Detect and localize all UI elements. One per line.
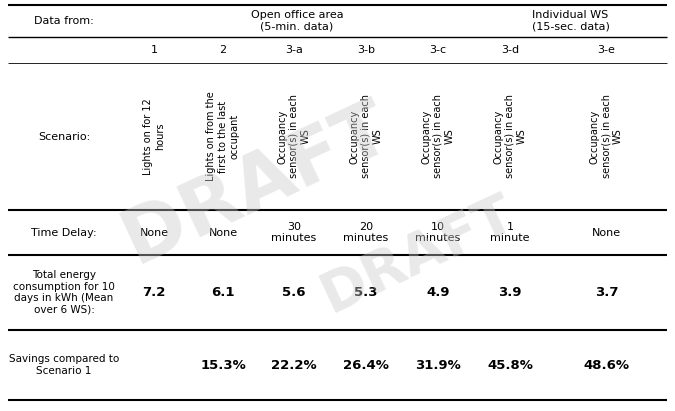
Text: Individual WS
(15-sec. data): Individual WS (15-sec. data) (532, 10, 610, 32)
Text: 1
minute: 1 minute (490, 222, 530, 243)
Text: None: None (209, 228, 238, 238)
Text: Occupancy
sensor(s) in each
WS: Occupancy sensor(s) in each WS (277, 95, 311, 178)
Text: Lights on from the
first to the last
occupant: Lights on from the first to the last occ… (207, 92, 240, 181)
Text: 3-c: 3-c (429, 45, 447, 55)
Text: 5.3: 5.3 (354, 286, 378, 299)
Text: 3-b: 3-b (357, 45, 375, 55)
Text: Scenario:: Scenario: (38, 132, 90, 141)
Text: 3-e: 3-e (597, 45, 616, 55)
Text: 7.2: 7.2 (142, 286, 165, 299)
Text: None: None (592, 228, 621, 238)
Text: Savings compared to
Scenario 1: Savings compared to Scenario 1 (9, 354, 119, 376)
Text: 3-a: 3-a (285, 45, 303, 55)
Text: DRAFT: DRAFT (111, 91, 402, 279)
Text: 15.3%: 15.3% (200, 358, 246, 372)
Text: Lights on for 12
hours: Lights on for 12 hours (143, 98, 165, 175)
Text: None: None (140, 228, 169, 238)
Text: 3-d: 3-d (501, 45, 519, 55)
Text: 1: 1 (151, 45, 157, 55)
Text: Total energy
consumption for 10
days in kWh (Mean
over 6 WS):: Total energy consumption for 10 days in … (13, 270, 115, 315)
Text: Data from:: Data from: (34, 16, 94, 26)
Text: Open office area
(5-min. data): Open office area (5-min. data) (250, 10, 344, 32)
Text: Occupancy
sensor(s) in each
WS: Occupancy sensor(s) in each WS (493, 95, 526, 178)
Text: 2: 2 (219, 45, 227, 55)
Text: 31.9%: 31.9% (415, 358, 461, 372)
Text: 22.2%: 22.2% (271, 358, 317, 372)
Text: Occupancy
sensor(s) in each
WS: Occupancy sensor(s) in each WS (590, 95, 623, 178)
Text: 30
minutes: 30 minutes (271, 222, 317, 243)
Text: DRAFT: DRAFT (313, 187, 524, 323)
Text: 5.6: 5.6 (282, 286, 306, 299)
Text: 20
minutes: 20 minutes (344, 222, 389, 243)
Text: 3.7: 3.7 (595, 286, 618, 299)
Text: 26.4%: 26.4% (343, 358, 389, 372)
Text: Time Delay:: Time Delay: (31, 228, 97, 238)
Text: 3.9: 3.9 (498, 286, 522, 299)
Text: 10
minutes: 10 minutes (415, 222, 460, 243)
Text: Occupancy
sensor(s) in each
WS: Occupancy sensor(s) in each WS (421, 95, 454, 178)
Text: 6.1: 6.1 (211, 286, 235, 299)
Text: 4.9: 4.9 (426, 286, 450, 299)
Text: Occupancy
sensor(s) in each
WS: Occupancy sensor(s) in each WS (350, 95, 383, 178)
Text: 45.8%: 45.8% (487, 358, 533, 372)
Text: 48.6%: 48.6% (583, 358, 630, 372)
